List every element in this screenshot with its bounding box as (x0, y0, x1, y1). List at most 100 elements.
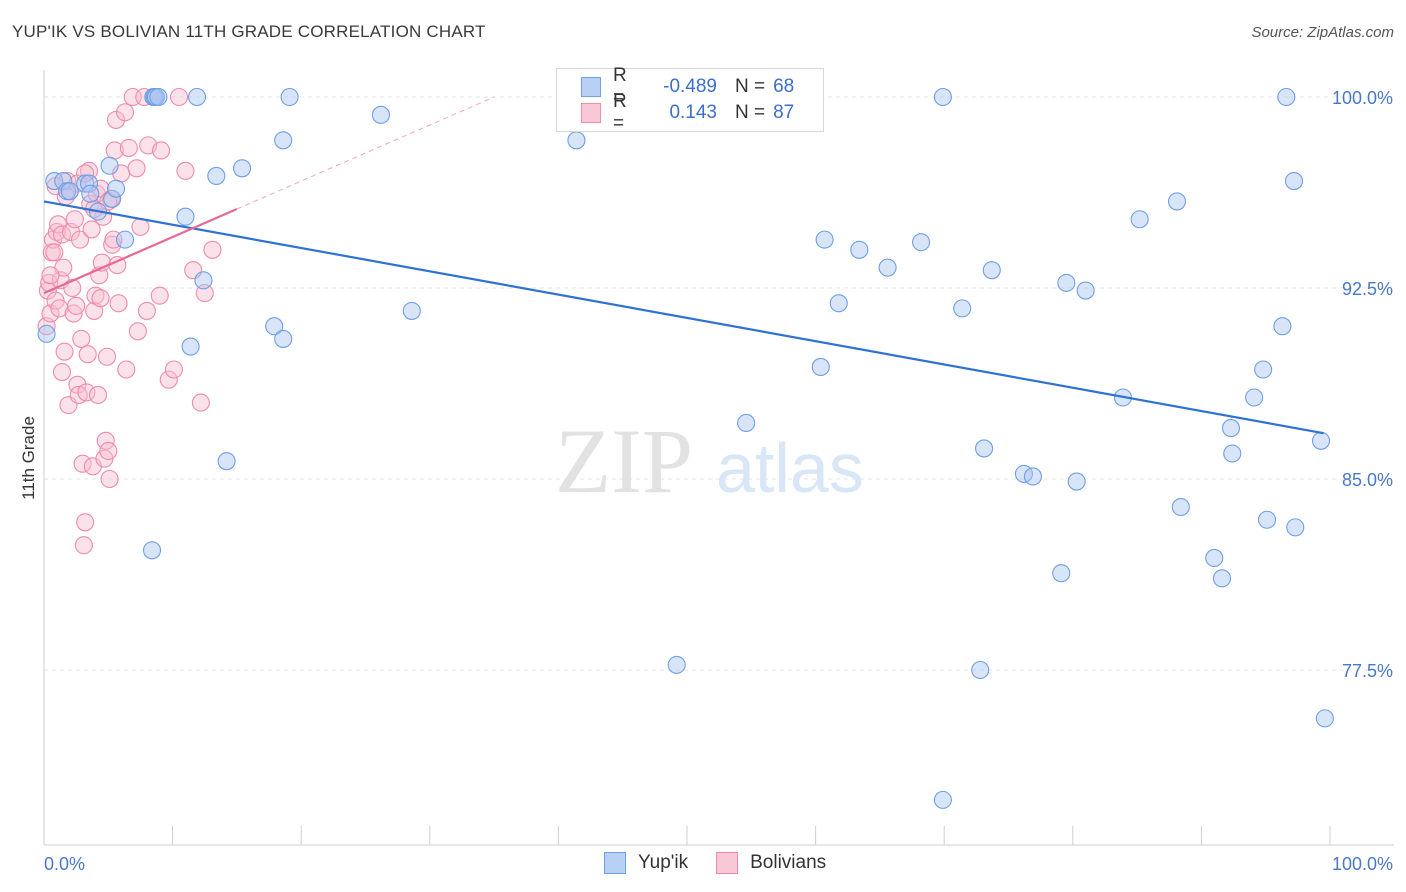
point-yupik-4 (60, 182, 79, 201)
legend-row-yupik: R = -0.489 N = 68 (581, 65, 795, 108)
point-yupik-55 (1167, 192, 1187, 211)
point-bolivians-35 (82, 220, 101, 239)
n-value: 68 (773, 76, 795, 97)
watermark: ZIP atlas (555, 410, 864, 512)
r-value: 0.143 (669, 102, 717, 123)
point-bolivians-49 (100, 469, 119, 489)
point-yupik-45 (975, 439, 994, 458)
point-yupik-64 (1273, 317, 1292, 336)
point-yupik-0 (37, 324, 56, 343)
point-bolivians-72 (191, 393, 210, 412)
x-tick-label-1: 100.0% (1332, 854, 1393, 874)
point-bolivians-70 (176, 161, 195, 180)
point-yupik-63 (1257, 510, 1277, 529)
point-yupik-27 (274, 131, 293, 150)
legend-row-bolivians: R = 0.143 N = 87 (581, 91, 795, 134)
yupik-points (37, 87, 1334, 809)
point-yupik-7 (81, 184, 100, 203)
point-yupik-59 (1221, 419, 1241, 438)
point-yupik-67 (1286, 518, 1305, 537)
regression-lines (43, 96, 1324, 435)
point-bolivians-75 (41, 266, 60, 285)
point-yupik-54 (1130, 210, 1149, 229)
series-legend: Yup'ik Bolivians (604, 852, 854, 874)
point-yupik-12 (115, 230, 135, 249)
n-value: 87 (773, 102, 795, 123)
x-tick-label-0: 0.0% (44, 854, 85, 874)
watermark-zip: ZIP (555, 410, 693, 512)
point-bolivians-47 (97, 347, 117, 366)
point-bolivians-61 (127, 159, 146, 178)
bolivians-swatch (581, 103, 601, 123)
r-label: R = (613, 65, 627, 108)
point-yupik-20 (194, 271, 213, 290)
point-yupik-39 (878, 258, 897, 277)
point-yupik-34 (737, 413, 756, 433)
bolivians-trend-extension (236, 96, 495, 210)
point-bolivians-30 (76, 513, 95, 532)
point-bolivians-23 (67, 296, 86, 315)
n-label: N = (735, 102, 766, 123)
y-axis-title: 11th Grade (19, 416, 38, 500)
point-bolivians-59 (119, 138, 138, 157)
point-yupik-61 (1245, 388, 1264, 407)
y-tick-label-1: 85.0% (1342, 470, 1393, 490)
point-bolivians-84 (128, 322, 147, 341)
point-yupik-11 (106, 179, 126, 198)
point-bolivians-66 (151, 141, 171, 160)
point-bolivians-40 (88, 385, 108, 405)
point-yupik-10 (103, 189, 122, 208)
bolivians-points (37, 87, 222, 555)
watermark-atlas: atlas (716, 429, 864, 507)
stats-legend: R = -0.489 N = 68 R = 0.143 N = 87 (556, 65, 824, 134)
point-yupik-65 (1277, 87, 1296, 107)
point-yupik-5 (76, 174, 95, 193)
legend-label-yupik: Yup'ik (638, 852, 689, 873)
legend-item-bolivians[interactable]: Bolivians (716, 852, 826, 874)
point-bolivians-56 (109, 294, 128, 313)
point-bolivians-48 (99, 441, 118, 461)
point-bolivians-8 (47, 222, 66, 242)
source-credit: Source: ZipAtlas.com (1251, 24, 1394, 41)
point-yupik-19 (181, 337, 200, 356)
y-tick-label-3: 100.0% (1332, 88, 1393, 108)
point-yupik-13 (142, 541, 162, 560)
yupik-trend-line (43, 200, 1324, 435)
point-yupik-44 (971, 660, 990, 680)
point-bolivians-79 (76, 164, 95, 183)
bolivians-trend-line (43, 208, 238, 295)
n-label: N = (735, 76, 766, 97)
point-yupik-69 (1315, 709, 1334, 728)
axis-labels: 77.5% 85.0% 92.5% 100.0% 0.0% 100.0% 11th Grad… (19, 88, 1393, 874)
point-yupik-18 (176, 207, 195, 226)
point-bolivians-68 (164, 360, 183, 379)
point-yupik-29 (371, 105, 390, 124)
point-yupik-30 (402, 301, 421, 320)
point-yupik-26 (274, 329, 293, 348)
point-bolivians-32 (78, 345, 97, 364)
point-yupik-51 (1067, 472, 1086, 491)
point-bolivians-58 (115, 103, 135, 122)
point-yupik-2 (54, 171, 73, 191)
point-yupik-52 (1076, 281, 1095, 300)
point-yupik-24 (232, 159, 252, 178)
legend-label-bolivians: Bolivians (750, 852, 827, 873)
point-yupik-38 (850, 240, 869, 259)
point-yupik-62 (1254, 360, 1273, 379)
point-yupik-58 (1212, 569, 1232, 588)
yupik-swatch (604, 852, 626, 874)
point-yupik-25 (265, 317, 284, 336)
point-yupik-41 (933, 790, 952, 809)
point-yupik-17 (149, 87, 168, 107)
point-yupik-66 (1284, 171, 1304, 191)
point-bolivians-20 (63, 278, 82, 298)
point-bolivians-22 (65, 210, 84, 229)
point-bolivians-86 (150, 286, 169, 305)
point-yupik-22 (207, 166, 226, 185)
point-yupik-49 (1052, 564, 1071, 583)
point-yupik-48 (1023, 467, 1042, 486)
bolivians-swatch (716, 852, 739, 874)
point-yupik-9 (100, 156, 119, 175)
legend-item-yupik[interactable]: Yup'ik (604, 852, 688, 874)
point-yupik-36 (815, 230, 834, 249)
